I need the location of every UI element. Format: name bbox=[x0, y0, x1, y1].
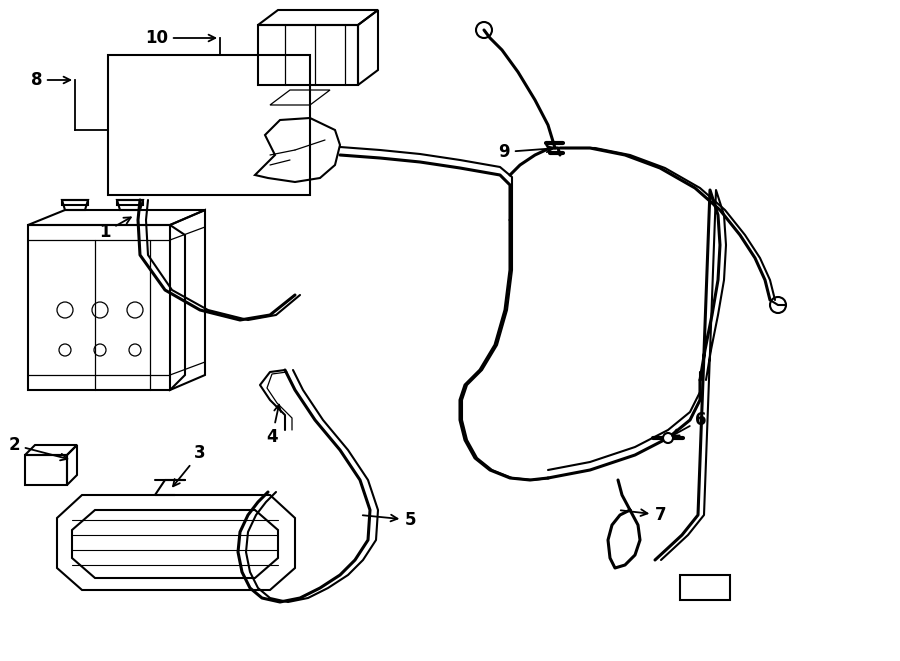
Text: 7: 7 bbox=[621, 506, 667, 524]
Text: 2: 2 bbox=[8, 436, 68, 460]
Text: 4: 4 bbox=[266, 405, 281, 446]
Text: 1: 1 bbox=[99, 217, 130, 241]
Text: 5: 5 bbox=[363, 511, 417, 529]
Text: 9: 9 bbox=[499, 143, 554, 161]
Text: 3: 3 bbox=[173, 444, 206, 486]
Text: 10: 10 bbox=[145, 29, 215, 47]
Text: 6: 6 bbox=[672, 411, 706, 436]
Text: 8: 8 bbox=[31, 71, 70, 89]
Circle shape bbox=[663, 433, 673, 443]
